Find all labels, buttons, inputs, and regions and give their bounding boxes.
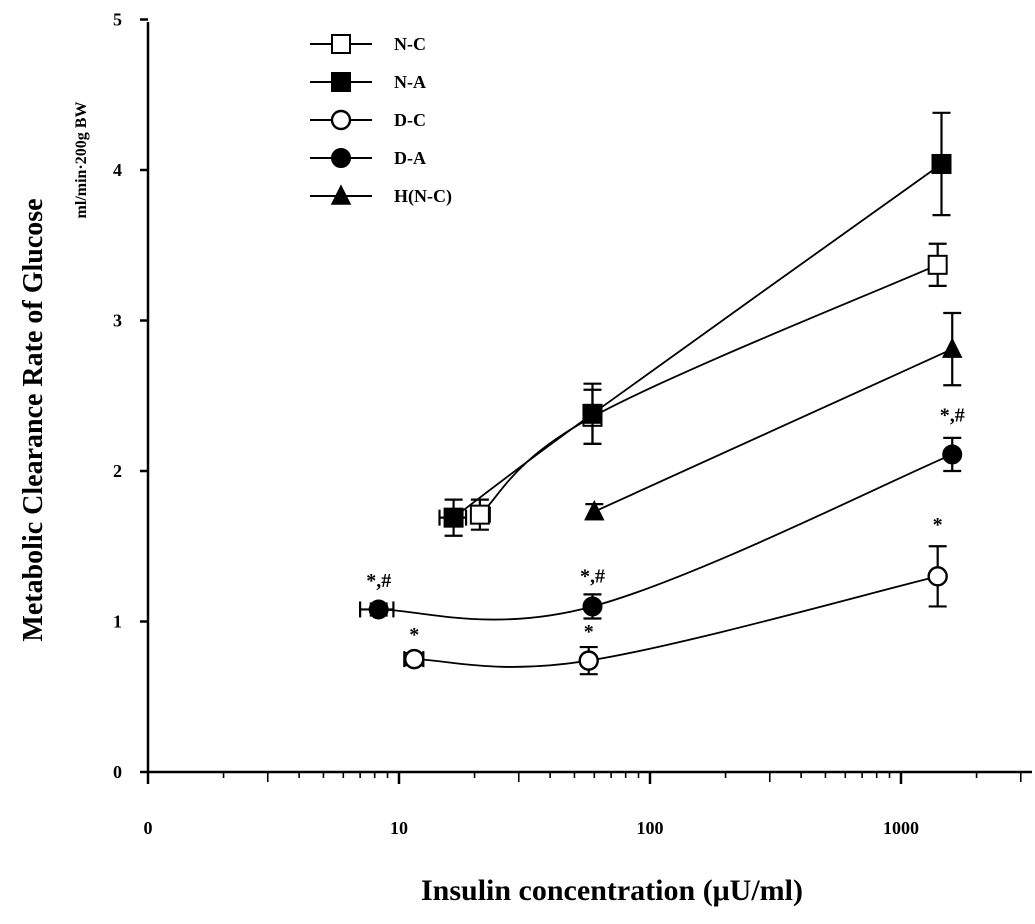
marker-h-n-c — [942, 337, 963, 358]
marker-d-a — [368, 599, 389, 620]
series-line-n-a — [453, 163, 943, 519]
series-line-h-n-c — [593, 348, 953, 513]
marker-d-c — [404, 648, 425, 670]
y-tick-label: 5 — [113, 10, 122, 30]
legend-marker-n-c — [331, 34, 351, 54]
legend-item-h-n-c: H(N-C) — [310, 184, 452, 207]
series-line-d-a — [378, 453, 953, 621]
data-point-n-a — [438, 498, 468, 537]
data-point-n-a — [582, 382, 603, 446]
y-axis-unit: ml/min·200g BW — [73, 102, 90, 219]
data-point-n-c — [927, 242, 948, 287]
x-tick-label: 1000 — [883, 818, 919, 838]
marker-d-c — [578, 650, 599, 671]
marker-n-c — [469, 504, 490, 525]
legend-item-n-a: N-A — [310, 72, 426, 92]
y-tick-label: 0 — [113, 762, 122, 782]
significance-annotation: *,# — [940, 404, 965, 426]
legend-marker-h-n-c — [330, 184, 352, 205]
legend: N-C N-A D-C D-A H(N-C) — [310, 34, 452, 207]
significance-annotation: *,# — [366, 570, 391, 592]
data-point-d-c — [403, 648, 425, 670]
legend-label: H(N-C) — [394, 186, 452, 207]
marker-n-c — [927, 254, 948, 275]
data-point-d-a — [582, 593, 603, 620]
legend-marker-d-a — [331, 148, 351, 168]
significance-annotation: * — [933, 514, 943, 536]
series-line-d-c — [414, 575, 938, 668]
legend-label: N-C — [394, 34, 426, 54]
marker-d-a — [582, 596, 603, 617]
legend-item-d-a: D-A — [310, 148, 426, 168]
data-point-d-a — [942, 436, 963, 473]
series-curves — [378, 163, 953, 668]
y-tick-label: 4 — [113, 160, 122, 180]
legend-marker-n-a — [331, 72, 351, 92]
marker-n-a — [443, 507, 464, 528]
data-point-d-c — [927, 545, 948, 608]
series-line-n-c — [479, 263, 939, 516]
legend-label: D-A — [394, 148, 426, 168]
marker-d-a — [942, 444, 963, 465]
marker-n-a — [582, 403, 603, 424]
legend-label: N-A — [394, 72, 426, 92]
x-tick-label: 0 — [144, 818, 153, 838]
significance-annotation: *,# — [580, 565, 605, 587]
legend-marker-d-c — [330, 109, 352, 131]
data-point-n-c — [469, 498, 491, 531]
data-point-d-a — [359, 599, 395, 620]
marker-h-n-c — [584, 499, 605, 521]
axes: 0 1 2 3 4 5 0 10 100 1000 — [113, 10, 1032, 838]
y-axis-title: Metabolic Clearance Rate of Glucose — [18, 198, 49, 641]
legend-item-n-c: N-C — [310, 34, 426, 54]
series-markers — [359, 111, 963, 676]
x-tick-label: 10 — [390, 818, 408, 838]
legend-item-d-c: D-C — [310, 109, 426, 131]
significance-annotation: * — [584, 621, 594, 643]
marker-d-c — [927, 566, 948, 587]
legend-label: D-C — [394, 110, 426, 130]
annotations: *,# * *,# * *,# * — [366, 404, 965, 646]
y-tick-label: 1 — [113, 612, 122, 632]
significance-annotation: * — [409, 624, 419, 646]
y-tick-label: 2 — [113, 461, 122, 481]
data-point-h-n-c — [942, 311, 963, 387]
data-point-n-a — [931, 111, 952, 217]
x-axis-title: Insulin concentration (μU/ml) — [421, 874, 803, 907]
x-tick-label: 100 — [637, 818, 664, 838]
y-tick-label: 3 — [113, 311, 122, 331]
data-point-d-c — [578, 645, 599, 676]
data-point-h-n-c — [584, 499, 605, 521]
marker-n-a — [931, 153, 952, 174]
